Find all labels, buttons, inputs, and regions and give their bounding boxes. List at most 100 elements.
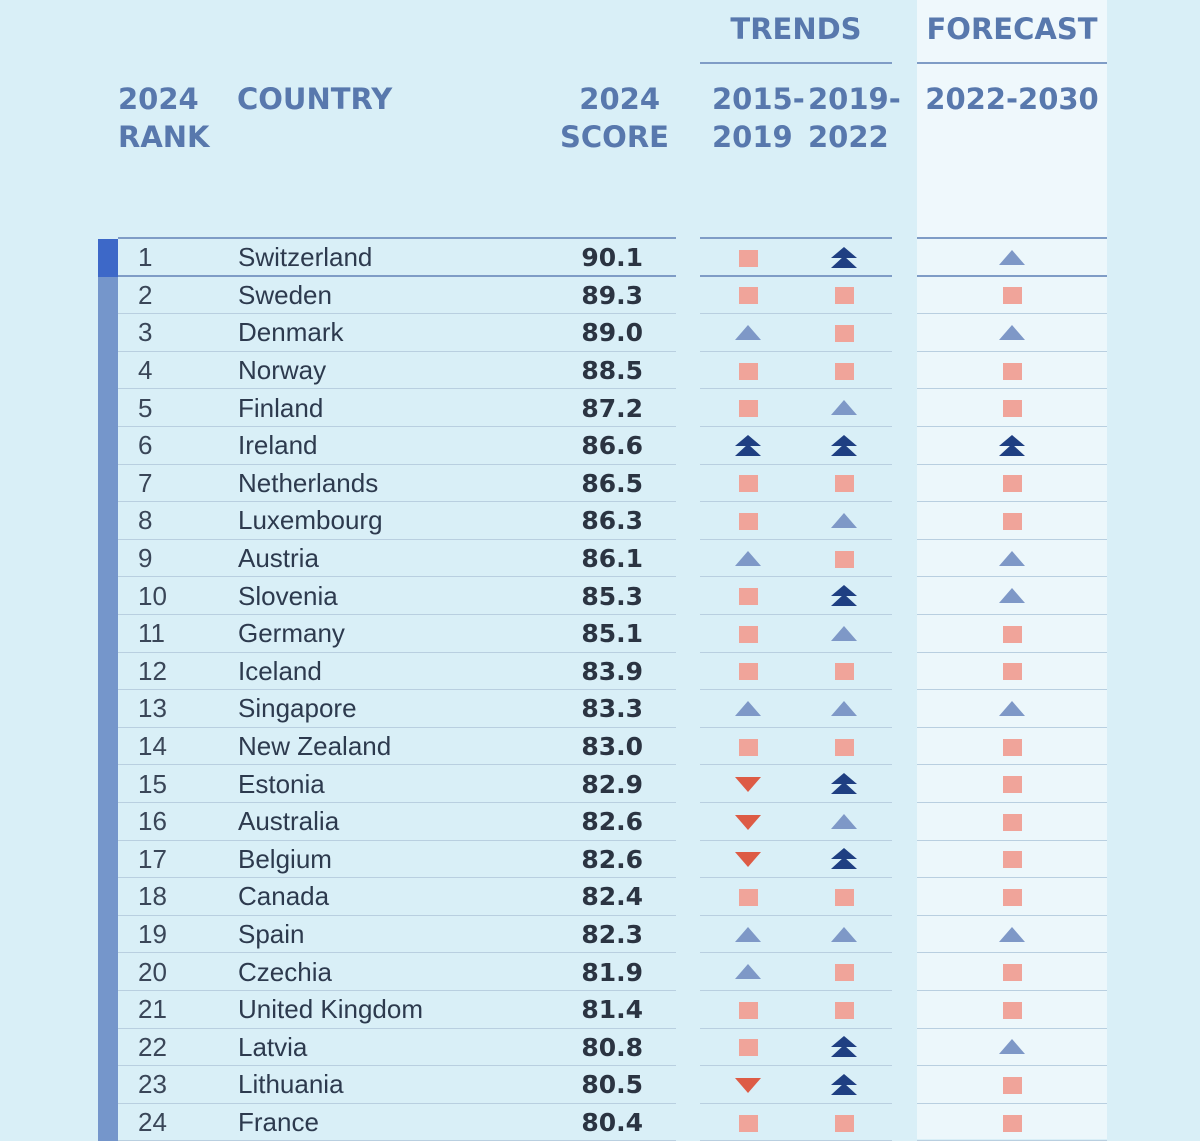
forecast-square-icon bbox=[1003, 625, 1022, 643]
rank-cell: 2 bbox=[138, 279, 153, 310]
rank-bar bbox=[98, 991, 118, 1029]
trend-2015-2019-up-triangle-icon bbox=[735, 964, 761, 980]
table-row: 24 France 80.4 bbox=[0, 1103, 1200, 1141]
rank-cell: 11 bbox=[138, 618, 165, 649]
score-cell: 80.5 bbox=[581, 1070, 643, 1100]
forecast-square-icon bbox=[1003, 287, 1022, 305]
forecast-square-icon bbox=[1003, 1001, 1022, 1019]
trend-2019-2022-double-up-icon bbox=[830, 1073, 858, 1096]
rank-bar bbox=[98, 615, 118, 653]
row-separator bbox=[700, 877, 892, 879]
trend-2019-2022-square-icon bbox=[835, 663, 854, 681]
trend-2019-2022-square-icon bbox=[835, 888, 854, 906]
row-separator bbox=[700, 726, 892, 728]
score-cell: 86.1 bbox=[581, 544, 643, 574]
row-separator bbox=[700, 914, 892, 916]
rank-header-line1: 2024 bbox=[118, 82, 199, 116]
trend-2015-2019-up-triangle-icon bbox=[735, 700, 761, 716]
rank-cell: 1 bbox=[138, 242, 153, 273]
rank-bar bbox=[98, 652, 118, 691]
score-cell: 86.3 bbox=[581, 506, 643, 536]
forecast-up-triangle-icon bbox=[999, 324, 1025, 340]
row-separator bbox=[118, 576, 676, 578]
country-cell: Luxembourg bbox=[238, 505, 383, 536]
row-separator bbox=[700, 801, 892, 803]
forecast-up-triangle-icon bbox=[999, 926, 1025, 942]
forecast-square-icon bbox=[1003, 964, 1022, 982]
trends-underline bbox=[700, 62, 892, 64]
country-cell: Germany bbox=[238, 618, 345, 649]
score-cell: 82.9 bbox=[581, 769, 643, 799]
rank-cell: 5 bbox=[138, 392, 153, 423]
row-separator bbox=[700, 613, 892, 615]
row-separator bbox=[917, 576, 1107, 578]
forecast-square-icon bbox=[1003, 776, 1022, 794]
forecast-square-icon bbox=[1003, 512, 1022, 530]
table-row: 10 Slovenia 85.3 bbox=[0, 577, 1200, 615]
rank-cell: 6 bbox=[138, 430, 153, 461]
row-separator bbox=[700, 1027, 892, 1029]
rank-cell: 24 bbox=[138, 1107, 167, 1138]
row-separator bbox=[700, 463, 892, 465]
forecast-up-triangle-icon bbox=[999, 550, 1025, 566]
row-separator bbox=[917, 501, 1107, 503]
row-separator bbox=[118, 877, 676, 879]
score-cell: 83.9 bbox=[581, 656, 643, 686]
table-row: 3 Denmark 89.0 bbox=[0, 314, 1200, 352]
forecast-square-icon bbox=[1003, 663, 1022, 681]
trend2-header: 2019- 2022 bbox=[808, 80, 901, 156]
row-separator bbox=[917, 1102, 1107, 1104]
trend-2015-2019-square-icon bbox=[739, 1114, 758, 1132]
forecast-underline bbox=[917, 62, 1107, 64]
country-header: COUNTRY bbox=[237, 82, 393, 116]
table-row: 6 Ireland 86.6 bbox=[0, 427, 1200, 465]
forecast-square-icon bbox=[1003, 888, 1022, 906]
trend-2019-2022-square-icon bbox=[835, 964, 854, 982]
country-cell: Denmark bbox=[238, 317, 344, 348]
forecast-square-icon bbox=[1003, 813, 1022, 831]
country-cell: Slovenia bbox=[238, 580, 338, 611]
trend-2015-2019-square-icon bbox=[739, 738, 758, 756]
rank-cell: 7 bbox=[138, 467, 153, 498]
right-margin bbox=[1107, 0, 1200, 1139]
score-cell: 87.2 bbox=[581, 393, 643, 423]
trend-2015-2019-square-icon bbox=[739, 1039, 758, 1057]
rank-cell: 21 bbox=[138, 994, 167, 1025]
rank-bar bbox=[98, 915, 118, 954]
rank-bar bbox=[98, 1103, 118, 1141]
country-cell: Iceland bbox=[238, 655, 322, 686]
rank-cell: 19 bbox=[138, 919, 167, 950]
country-cell: Netherlands bbox=[238, 467, 379, 498]
trend-2019-2022-double-up-icon bbox=[830, 773, 858, 795]
trend-2019-2022-up-triangle-icon bbox=[831, 813, 857, 829]
rank-cell: 3 bbox=[138, 317, 153, 348]
trend-2019-2022-up-triangle-icon bbox=[831, 400, 857, 416]
rank-cell: 8 bbox=[138, 505, 153, 536]
score-cell: 83.0 bbox=[581, 732, 643, 762]
row-separator bbox=[917, 425, 1107, 427]
forecast-square-icon bbox=[1003, 475, 1022, 493]
country-cell: Latvia bbox=[238, 1031, 308, 1062]
score-cell: 85.1 bbox=[581, 619, 643, 649]
score-cell: 80.8 bbox=[581, 1032, 643, 1062]
row-separator bbox=[118, 350, 676, 352]
row-separator bbox=[700, 501, 892, 503]
forecast-square-icon bbox=[1003, 1076, 1022, 1094]
rank-bar bbox=[98, 727, 118, 766]
country-cell: Australia bbox=[238, 806, 340, 837]
row-separator bbox=[118, 651, 676, 653]
table-row: 1 Switzerland 90.1 bbox=[0, 239, 1200, 277]
rank-bar bbox=[98, 389, 118, 427]
country-cell: Norway bbox=[238, 355, 327, 386]
table-row: 7 Netherlands 86.5 bbox=[0, 464, 1200, 503]
row-separator bbox=[118, 689, 676, 691]
row-separator bbox=[118, 1102, 676, 1104]
row-separator bbox=[118, 1065, 676, 1067]
row-separator bbox=[917, 274, 1107, 277]
score-header: 2024 SCORE bbox=[560, 80, 669, 156]
rank-header-line2: RANK bbox=[118, 120, 210, 154]
row-separator bbox=[917, 350, 1107, 352]
trend-2015-2019-square-icon bbox=[739, 663, 758, 681]
rank-bar bbox=[98, 577, 118, 615]
table-row: 4 Norway 88.5 bbox=[0, 351, 1200, 390]
